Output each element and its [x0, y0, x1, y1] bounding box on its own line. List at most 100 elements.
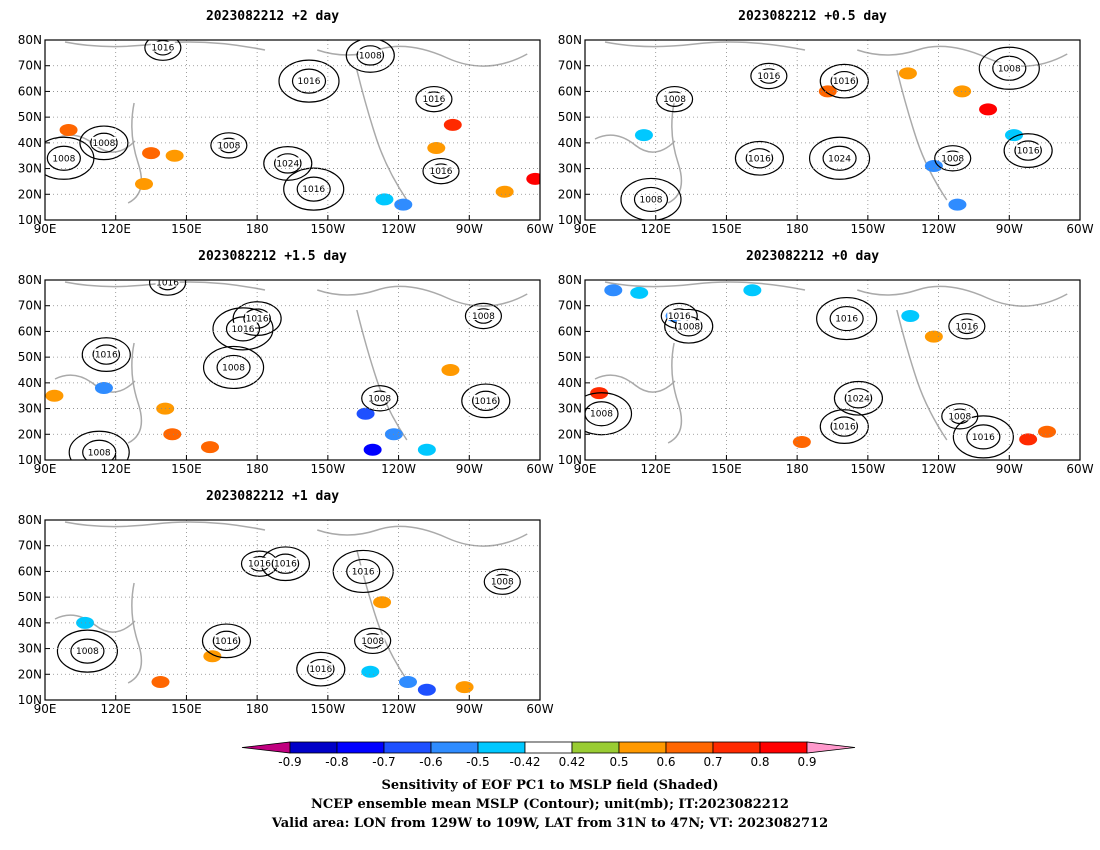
- y-tick-label: 70N: [558, 299, 582, 313]
- shading-blob: [394, 198, 413, 211]
- x-tick-label: 180: [786, 462, 809, 476]
- contour-label: 1008: [663, 95, 686, 105]
- panel-title: 2023082212 +2 day: [206, 9, 339, 24]
- shading-blob: [59, 124, 78, 136]
- y-tick-label: 50N: [558, 110, 582, 124]
- contour-line: [745, 148, 774, 169]
- colorbar-tick-label: 0.7: [703, 755, 722, 769]
- y-tick-label: 10N: [18, 213, 42, 227]
- contour-line: [68, 430, 130, 460]
- contour-label: 1008: [359, 51, 382, 61]
- colorbar-swatch: [806, 741, 856, 754]
- panel-title: 2023082212 +0 day: [746, 249, 879, 264]
- coastline: [127, 102, 143, 204]
- shading-blob: [441, 364, 460, 376]
- contour-label-bg: [747, 152, 772, 163]
- contour-line: [271, 553, 300, 574]
- contour-label-bg: [214, 634, 239, 645]
- contour-line: [278, 59, 340, 103]
- x-tick-label: 150E: [711, 222, 742, 236]
- x-tick-label: 90E: [34, 702, 57, 716]
- contour-label-bg: [756, 70, 781, 80]
- colorbar-swatch: [618, 741, 667, 754]
- y-tick-label: 40N: [18, 616, 42, 630]
- y-tick-label: 80N: [18, 33, 42, 47]
- contour-label-bg: [429, 165, 453, 176]
- contour-label: 1016: [972, 433, 995, 443]
- x-tick-label: 120E: [640, 462, 671, 476]
- contour-line: [354, 627, 392, 655]
- coastline: [127, 582, 143, 684]
- shading-blob: [94, 382, 113, 394]
- x-tick-label: 150W: [850, 222, 885, 236]
- contour-line: [415, 85, 453, 113]
- contour-label: 1008: [472, 312, 495, 322]
- contour-label-bg: [846, 392, 871, 403]
- y-tick-label: 60N: [18, 564, 42, 578]
- map-frame: [584, 39, 1081, 221]
- shading-blob: [495, 185, 514, 198]
- y-tick-label: 40N: [18, 136, 42, 150]
- coastline: [896, 69, 948, 201]
- contour-line: [144, 40, 182, 61]
- x-tick-label: 180: [246, 462, 269, 476]
- contour-label-bg: [297, 75, 321, 86]
- coastline: [604, 41, 806, 51]
- contour-label-bg: [301, 183, 326, 194]
- y-tick-label: 70N: [18, 59, 42, 73]
- shading-blob: [743, 284, 762, 297]
- map-panel: 2023082212 +2 day 1016 1008 1016 1016 1008 100…: [18, 9, 554, 236]
- shading-blob: [417, 443, 436, 456]
- contour-label-bg: [834, 312, 859, 323]
- shading-blob: [427, 142, 446, 154]
- contour-label: 1016: [274, 560, 297, 570]
- contour-label-bg: [473, 394, 498, 405]
- x-tick-label: 60W: [1066, 222, 1093, 236]
- contour-label: 1008: [941, 154, 964, 164]
- colorbar-tick-label: 0.6: [656, 755, 675, 769]
- contour-label: 1024: [276, 159, 299, 169]
- shading-blob: [151, 676, 170, 688]
- y-tick-label: 10N: [558, 453, 582, 467]
- contour-label-bg: [87, 446, 112, 457]
- contour-label: 1008: [948, 412, 971, 422]
- y-tick-label: 20N: [558, 187, 582, 201]
- x-tick-label: 150W: [850, 462, 885, 476]
- contour-label-bg: [221, 361, 246, 372]
- contour-label: 1016: [835, 315, 858, 325]
- contour-label-bg: [639, 193, 663, 204]
- shading-blob: [526, 172, 540, 185]
- contour-label-bg: [997, 62, 1022, 73]
- contour-label: 1016: [248, 560, 271, 570]
- x-tick-label: 90W: [456, 462, 483, 476]
- contour-label: 1016: [156, 279, 179, 289]
- contour-label-bg: [662, 93, 687, 104]
- caption-line-2: NCEP ensemble mean MSLP (Contour); unit(…: [311, 797, 789, 812]
- contour-line: [819, 63, 869, 99]
- coastline: [356, 69, 408, 201]
- x-tick-label: 90E: [574, 462, 597, 476]
- colorbar-tick-label: 0.9: [797, 755, 816, 769]
- contour-line: [263, 146, 313, 181]
- contour-line: [655, 85, 694, 113]
- contour-label: 1016: [151, 44, 174, 54]
- y-tick-label: 60N: [558, 324, 582, 338]
- contour-line: [585, 401, 619, 427]
- coastline: [604, 281, 806, 291]
- x-tick-label: 180: [786, 222, 809, 236]
- contour-line: [422, 157, 460, 185]
- x-tick-label: 90W: [996, 462, 1023, 476]
- contour-label-bg: [308, 663, 333, 674]
- coastline: [317, 285, 528, 307]
- shading-blob: [45, 389, 64, 402]
- y-tick-label: 10N: [18, 693, 42, 707]
- contour-label-bg: [667, 310, 692, 320]
- colorbar: -0.9 -0.8 -0.7 -0.6 -0.5 -0.42 0.42 0.5 0.6 0.7 0.…: [241, 741, 856, 769]
- contour-label-bg: [150, 41, 175, 52]
- contour-label: 1008: [217, 141, 240, 151]
- contour-line: [844, 388, 873, 409]
- contour-line: [148, 280, 187, 296]
- contour-label: 1008: [491, 578, 514, 588]
- contour-label-bg: [360, 634, 385, 645]
- colorbar-swatch: [241, 741, 291, 754]
